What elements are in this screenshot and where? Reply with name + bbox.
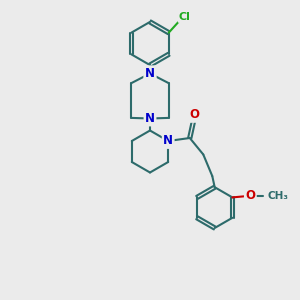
Text: N: N xyxy=(145,67,155,80)
Text: O: O xyxy=(190,108,200,122)
Text: N: N xyxy=(145,67,155,80)
Text: Cl: Cl xyxy=(179,11,191,22)
Text: CH₃: CH₃ xyxy=(268,191,289,201)
Text: N: N xyxy=(145,112,155,125)
Text: N: N xyxy=(163,134,173,148)
Text: O: O xyxy=(245,189,255,202)
